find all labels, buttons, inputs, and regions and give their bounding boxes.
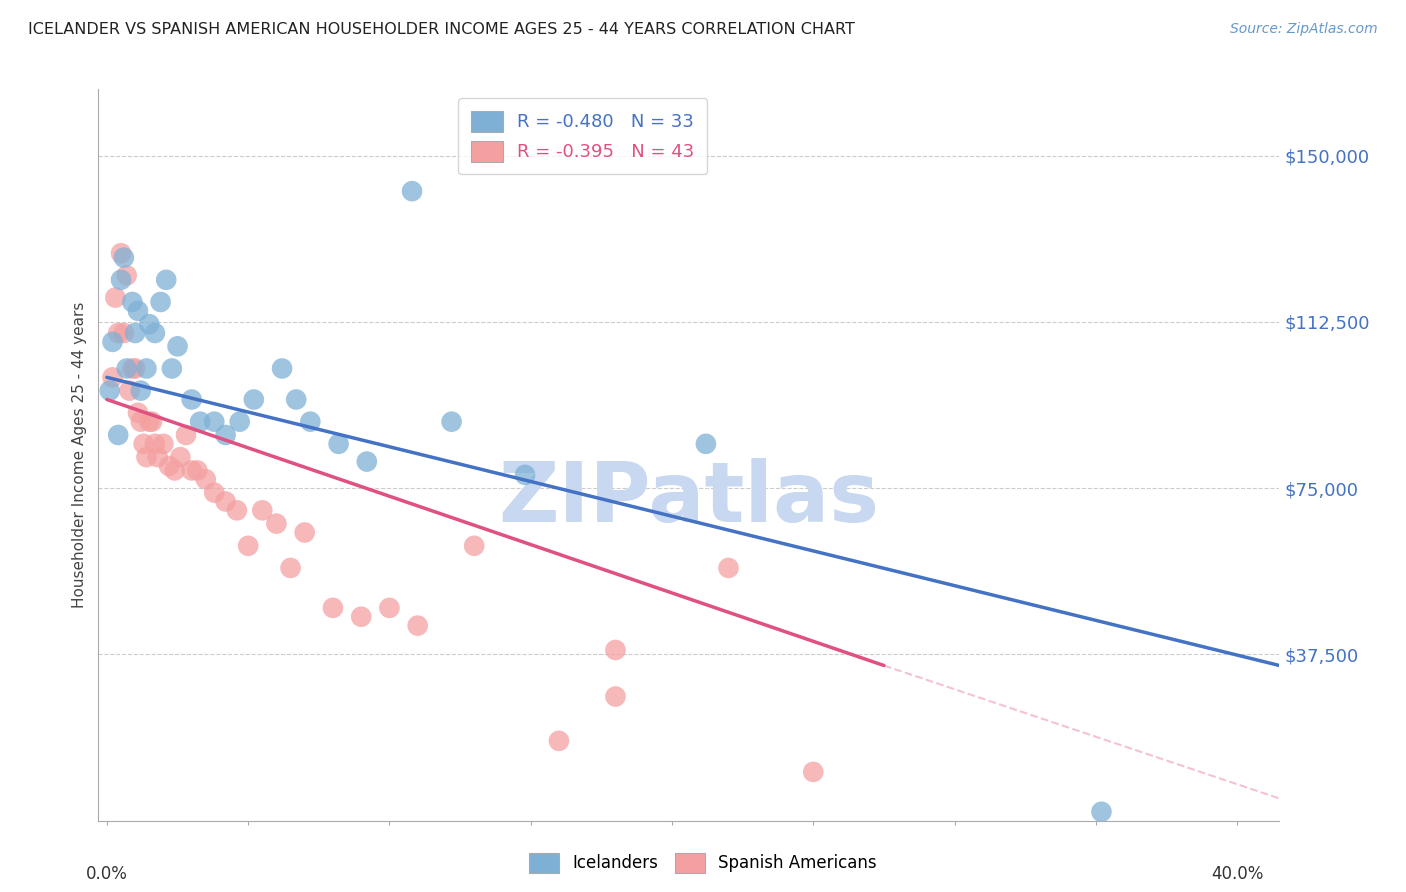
Point xyxy=(101,370,124,384)
Point xyxy=(202,485,225,500)
Point xyxy=(180,463,202,477)
Point xyxy=(548,734,571,748)
Point xyxy=(243,392,266,407)
Point xyxy=(266,516,288,531)
Point xyxy=(717,561,740,575)
Point xyxy=(440,415,463,429)
Point xyxy=(1090,805,1112,819)
Point xyxy=(127,406,149,420)
Point xyxy=(202,415,225,429)
Point xyxy=(132,437,155,451)
Point xyxy=(605,643,627,657)
Point xyxy=(356,454,378,468)
Point xyxy=(110,273,132,287)
Point xyxy=(194,472,217,486)
Point xyxy=(118,384,141,398)
Point xyxy=(115,268,138,283)
Point xyxy=(463,539,485,553)
Point xyxy=(252,503,274,517)
Text: 0.0%: 0.0% xyxy=(86,864,128,882)
Point xyxy=(127,303,149,318)
Point xyxy=(285,392,308,407)
Point xyxy=(121,361,143,376)
Point xyxy=(225,503,247,517)
Point xyxy=(124,326,146,340)
Point xyxy=(160,361,183,376)
Legend: R = -0.480   N = 33, R = -0.395   N = 43: R = -0.480 N = 33, R = -0.395 N = 43 xyxy=(458,98,707,174)
Point xyxy=(121,295,143,310)
Point xyxy=(112,326,135,340)
Point xyxy=(138,415,160,429)
Point xyxy=(350,609,373,624)
Point xyxy=(104,291,127,305)
Point xyxy=(186,463,208,477)
Text: 40.0%: 40.0% xyxy=(1211,864,1263,882)
Point xyxy=(135,450,157,464)
Point xyxy=(138,317,160,331)
Point xyxy=(271,361,294,376)
Point xyxy=(146,450,169,464)
Point xyxy=(129,384,152,398)
Point xyxy=(214,494,236,508)
Point xyxy=(135,361,157,376)
Point xyxy=(214,428,236,442)
Point xyxy=(322,600,344,615)
Point xyxy=(180,392,202,407)
Point xyxy=(513,467,536,482)
Point xyxy=(801,764,824,779)
Point xyxy=(169,450,191,464)
Point xyxy=(152,437,174,451)
Point xyxy=(141,415,163,429)
Point xyxy=(143,326,166,340)
Point xyxy=(110,246,132,260)
Point xyxy=(107,326,129,340)
Point xyxy=(605,690,627,704)
Point xyxy=(115,361,138,376)
Point xyxy=(112,251,135,265)
Point xyxy=(695,437,717,451)
Point xyxy=(401,184,423,198)
Point xyxy=(98,384,121,398)
Point xyxy=(238,539,260,553)
Point xyxy=(149,295,172,310)
Point xyxy=(101,334,124,349)
Y-axis label: Householder Income Ages 25 - 44 years: Householder Income Ages 25 - 44 years xyxy=(72,301,87,608)
Point xyxy=(228,415,250,429)
Text: Source: ZipAtlas.com: Source: ZipAtlas.com xyxy=(1230,22,1378,37)
Point xyxy=(188,415,211,429)
Point xyxy=(143,437,166,451)
Point xyxy=(107,428,129,442)
Point xyxy=(124,361,146,376)
Point xyxy=(174,428,197,442)
Point xyxy=(406,618,429,632)
Text: ICELANDER VS SPANISH AMERICAN HOUSEHOLDER INCOME AGES 25 - 44 YEARS CORRELATION : ICELANDER VS SPANISH AMERICAN HOUSEHOLDE… xyxy=(28,22,855,37)
Point xyxy=(129,415,152,429)
Text: ZIPatlas: ZIPatlas xyxy=(499,458,879,540)
Point xyxy=(155,273,177,287)
Point xyxy=(280,561,302,575)
Point xyxy=(157,458,180,473)
Point xyxy=(163,463,186,477)
Point xyxy=(166,339,188,353)
Point xyxy=(328,437,350,451)
Point xyxy=(299,415,322,429)
Point xyxy=(294,525,316,540)
Legend: Icelanders, Spanish Americans: Icelanders, Spanish Americans xyxy=(523,847,883,880)
Point xyxy=(378,600,401,615)
